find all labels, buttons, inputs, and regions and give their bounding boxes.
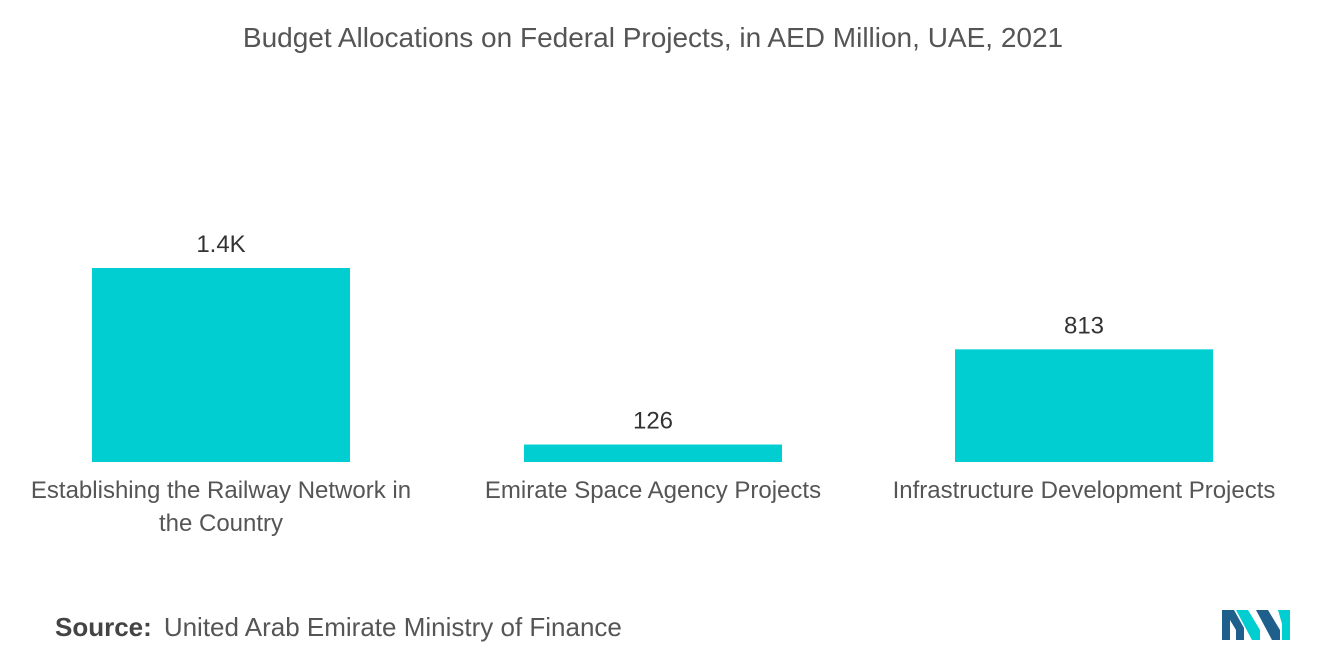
source-note: Source: United Arab Emirate Ministry of F… <box>55 612 622 643</box>
source-text: United Arab Emirate Ministry of Finance <box>163 612 622 642</box>
chart-title: Budget Allocations on Federal Projects, … <box>242 22 1064 53</box>
category-label-1-line-0: Emirate Space Agency Projects <box>485 477 821 504</box>
data-label-2: 813 <box>1064 312 1104 339</box>
mordor-intelligence-logo-icon <box>1222 610 1290 640</box>
category-label-0-line-0: Establishing the Railway Network in <box>31 477 411 504</box>
bar-2 <box>955 349 1213 462</box>
category-label-2-line-0: Infrastructure Development Projects <box>893 477 1276 504</box>
source-label: Source: <box>55 612 152 642</box>
data-label-1: 126 <box>633 408 673 435</box>
bar-1 <box>524 444 782 462</box>
bar-0 <box>92 268 350 462</box>
category-label-0-line-1: the Country <box>159 510 283 537</box>
bar-chart: 1.4K Establishing the Railway Network in t… <box>31 231 1276 537</box>
data-label-0: 1.4K <box>196 231 245 258</box>
